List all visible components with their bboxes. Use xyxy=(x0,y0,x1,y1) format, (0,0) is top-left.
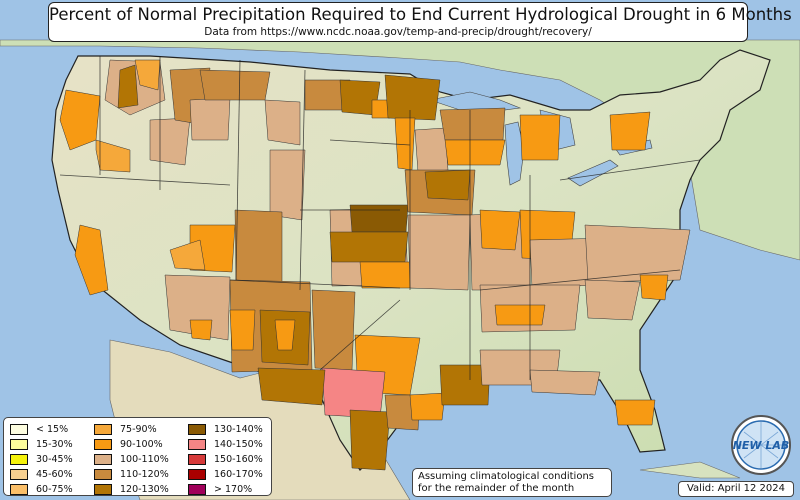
map-title: Percent of Normal Precipitation Required… xyxy=(49,5,792,24)
legend-item: 90-100% xyxy=(94,437,169,452)
map-subtitle: Data from https://www.ncdc.noaa.gov/temp… xyxy=(204,26,592,38)
legend-column-2: 75-90% 90-100% 100-110% 110-120% 120-130… xyxy=(94,422,169,497)
legend-item: 160-170% xyxy=(188,467,263,482)
legend-item: 60-75% xyxy=(10,482,73,497)
legend-item: 120-130% xyxy=(94,482,169,497)
legend-label: 75-90% xyxy=(120,424,157,435)
legend-label: > 170% xyxy=(214,484,253,495)
drought-regions xyxy=(59,59,691,471)
legend-swatch xyxy=(188,484,206,495)
legend-label: 90-100% xyxy=(120,439,163,450)
assumption-note: Assuming climatological conditions for t… xyxy=(412,468,612,497)
legend-swatch xyxy=(10,439,28,450)
legend-item: 30-45% xyxy=(10,452,73,467)
legend-column-3: 130-140% 140-150% 150-160% 160-170% > 17… xyxy=(188,422,263,497)
legend-label: 45-60% xyxy=(36,469,73,480)
legend-label: 15-30% xyxy=(36,439,73,450)
legend-label: 150-160% xyxy=(214,454,263,465)
legend-swatch xyxy=(10,484,28,495)
legend-swatch xyxy=(10,454,28,465)
legend-swatch xyxy=(10,469,28,480)
legend-swatch xyxy=(94,469,112,480)
legend-item: 150-160% xyxy=(188,452,263,467)
legend-item: 130-140% xyxy=(188,422,263,437)
legend-swatch xyxy=(94,484,112,495)
legend-swatch xyxy=(94,439,112,450)
legend-label: < 15% xyxy=(36,424,69,435)
cuba-island xyxy=(639,461,741,479)
legend-item: 100-110% xyxy=(94,452,169,467)
legend: < 15% 15-30% 30-45% 45-60% 60-75% 75-90%… xyxy=(3,417,272,496)
valid-date: Valid: April 12 2024 xyxy=(678,481,794,497)
legend-swatch xyxy=(188,439,206,450)
legend-item: 45-60% xyxy=(10,467,73,482)
legend-label: 140-150% xyxy=(214,439,263,450)
legend-item: 110-120% xyxy=(94,467,169,482)
state-lines xyxy=(59,56,701,380)
legend-item: 140-150% xyxy=(188,437,263,452)
legend-label: 130-140% xyxy=(214,424,263,435)
legend-swatch xyxy=(188,454,206,465)
legend-swatch xyxy=(188,424,206,435)
legend-label: 100-110% xyxy=(120,454,169,465)
legend-swatch xyxy=(10,424,28,435)
legend-item: > 170% xyxy=(188,482,263,497)
legend-swatch xyxy=(94,424,112,435)
legend-item: 15-30% xyxy=(10,437,73,452)
legend-column-1: < 15% 15-30% 30-45% 45-60% 60-75% xyxy=(10,422,73,497)
legend-swatch xyxy=(188,469,206,480)
legend-label: 30-45% xyxy=(36,454,73,465)
legend-swatch xyxy=(94,454,112,465)
legend-label: 60-75% xyxy=(36,484,73,495)
title-box: Percent of Normal Precipitation Required… xyxy=(48,2,792,42)
lab-logo-icon: NEW LAB xyxy=(731,415,791,475)
legend-item: 75-90% xyxy=(94,422,169,437)
logo-text: NEW LAB xyxy=(733,439,790,452)
lake-michigan xyxy=(504,121,525,186)
canada-land xyxy=(0,39,800,261)
legend-label: 120-130% xyxy=(120,484,169,495)
legend-label: 160-170% xyxy=(214,469,263,480)
legend-item: < 15% xyxy=(10,422,73,437)
lake-erie xyxy=(567,159,619,187)
legend-label: 110-120% xyxy=(120,469,169,480)
